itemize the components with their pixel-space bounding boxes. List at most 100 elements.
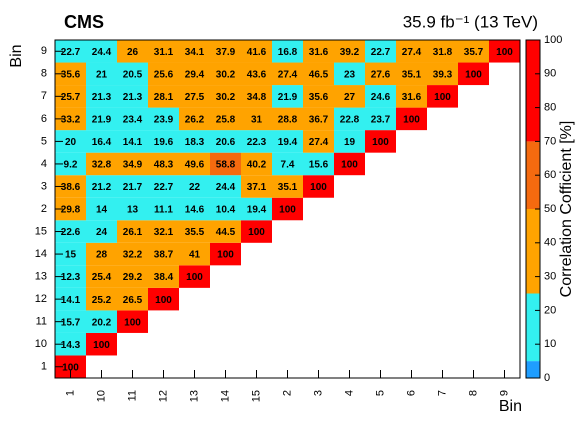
chart-title: CMS bbox=[64, 12, 104, 32]
heatmap-cell bbox=[86, 107, 117, 131]
heatmap-cell bbox=[86, 197, 117, 221]
heatmap-cell bbox=[179, 85, 210, 108]
cell-label: 33.2 bbox=[61, 115, 81, 126]
heatmap-cell bbox=[241, 130, 272, 153]
colorbar-tick-label: 40 bbox=[544, 237, 556, 249]
y-tick-label: 9 bbox=[41, 45, 47, 57]
heatmap-cell bbox=[86, 332, 117, 356]
cell-label: 100 bbox=[279, 205, 296, 216]
cell-label: 22.7 bbox=[371, 47, 391, 58]
y-tick-label: 13 bbox=[35, 271, 47, 283]
cell-label: 29.2 bbox=[123, 272, 143, 283]
cell-label: 14.3 bbox=[61, 340, 81, 351]
heatmap-cell bbox=[241, 220, 272, 243]
cell-label: 100 bbox=[372, 137, 389, 148]
heatmap-cell bbox=[210, 130, 241, 153]
y-tick-label: 10 bbox=[35, 338, 47, 350]
cell-label: 21.9 bbox=[278, 92, 298, 103]
cell-label: 19 bbox=[344, 137, 356, 148]
cell-label: 49.6 bbox=[185, 160, 205, 171]
heatmap-cell bbox=[303, 152, 334, 176]
cell-label: 27.5 bbox=[185, 92, 205, 103]
heatmap-cell bbox=[86, 175, 117, 198]
cell-label: 22.6 bbox=[61, 227, 81, 238]
y-tick-label: 12 bbox=[35, 293, 47, 305]
heatmap-cell bbox=[148, 130, 179, 153]
colorbar-tick-label: 100 bbox=[544, 34, 562, 46]
cell-label: 20 bbox=[65, 137, 77, 148]
cell-label: 34.9 bbox=[123, 160, 143, 171]
heatmap-cell bbox=[210, 107, 241, 131]
cell-label: 22.7 bbox=[154, 182, 174, 193]
cell-label: 38.7 bbox=[154, 250, 174, 261]
cell-label: 13 bbox=[127, 205, 139, 216]
heatmap-cell bbox=[365, 130, 396, 153]
heatmap-cell bbox=[210, 197, 241, 221]
heatmap-cell bbox=[210, 175, 241, 198]
cell-label: 10.4 bbox=[216, 205, 236, 216]
heatmap-cell bbox=[55, 175, 86, 198]
heatmap-cell bbox=[272, 152, 303, 176]
cell-label: 19.4 bbox=[247, 205, 267, 216]
heatmap-cell bbox=[365, 107, 396, 131]
heatmap-cell bbox=[272, 40, 303, 63]
cell-label: 100 bbox=[434, 92, 451, 103]
cell-label: 28.8 bbox=[278, 115, 298, 126]
heatmap-cell bbox=[303, 107, 334, 131]
colorbar-tick-label: 80 bbox=[544, 102, 556, 114]
heatmap-cell bbox=[55, 242, 86, 266]
y-tick-label: 2 bbox=[41, 203, 47, 215]
y-tick-label: 14 bbox=[35, 248, 47, 260]
heatmap-cell bbox=[489, 40, 520, 63]
cell-label: 23.7 bbox=[371, 115, 391, 126]
heatmap-cell bbox=[86, 62, 117, 86]
cell-label: 25.2 bbox=[92, 295, 112, 306]
cell-label: 14.6 bbox=[185, 205, 205, 216]
x-tick-label: 8 bbox=[467, 390, 479, 396]
cell-label: 27.4 bbox=[402, 47, 422, 58]
cell-label: 29.4 bbox=[185, 69, 205, 80]
cell-label: 18.3 bbox=[185, 137, 205, 148]
heatmap-cell bbox=[86, 40, 117, 63]
cell-label: 41 bbox=[189, 250, 201, 261]
heatmap-cell bbox=[117, 62, 148, 86]
cell-label: 9.2 bbox=[64, 160, 78, 171]
heatmap-cell bbox=[179, 242, 210, 266]
cell-label: 22.3 bbox=[247, 137, 267, 148]
heatmap-cell bbox=[458, 62, 489, 86]
x-tick-label: 7 bbox=[436, 390, 448, 396]
heatmap-cell bbox=[55, 62, 86, 86]
colorbar-tick-label: 70 bbox=[544, 135, 556, 147]
cell-label: 39.2 bbox=[340, 47, 360, 58]
heatmap-cell bbox=[272, 107, 303, 131]
cell-label: 100 bbox=[496, 47, 513, 58]
cell-label: 14.1 bbox=[61, 295, 81, 306]
heatmap-cell bbox=[179, 152, 210, 176]
x-tick-label: 13 bbox=[188, 390, 200, 402]
cell-label: 11.1 bbox=[154, 205, 173, 216]
cell-label: 31.1 bbox=[154, 47, 174, 58]
cell-label: 46.5 bbox=[309, 69, 329, 80]
colorbar-band bbox=[526, 361, 540, 378]
cell-label: 19.4 bbox=[278, 137, 298, 148]
heatmap-cell bbox=[86, 242, 117, 266]
x-tick-label: 6 bbox=[405, 390, 417, 396]
cell-label: 31.8 bbox=[433, 47, 453, 58]
heatmap-cell bbox=[148, 287, 179, 311]
cell-label: 35.6 bbox=[61, 69, 81, 80]
cell-label: 16.8 bbox=[278, 47, 298, 58]
x-tick-label: 3 bbox=[312, 390, 324, 396]
cell-label: 25.8 bbox=[216, 115, 236, 126]
cell-label: 23.9 bbox=[154, 115, 174, 126]
cell-label: 27 bbox=[344, 92, 356, 103]
x-tick-label: 2 bbox=[281, 390, 293, 396]
heatmap-cell bbox=[55, 332, 86, 356]
cell-label: 14.1 bbox=[123, 137, 143, 148]
cell-label: 37.9 bbox=[216, 47, 236, 58]
heatmap-cell bbox=[148, 175, 179, 198]
cell-label: 20.6 bbox=[216, 137, 236, 148]
y-tick-label: 4 bbox=[41, 158, 47, 170]
cell-label: 100 bbox=[186, 272, 203, 283]
heatmap-cell bbox=[86, 310, 117, 333]
